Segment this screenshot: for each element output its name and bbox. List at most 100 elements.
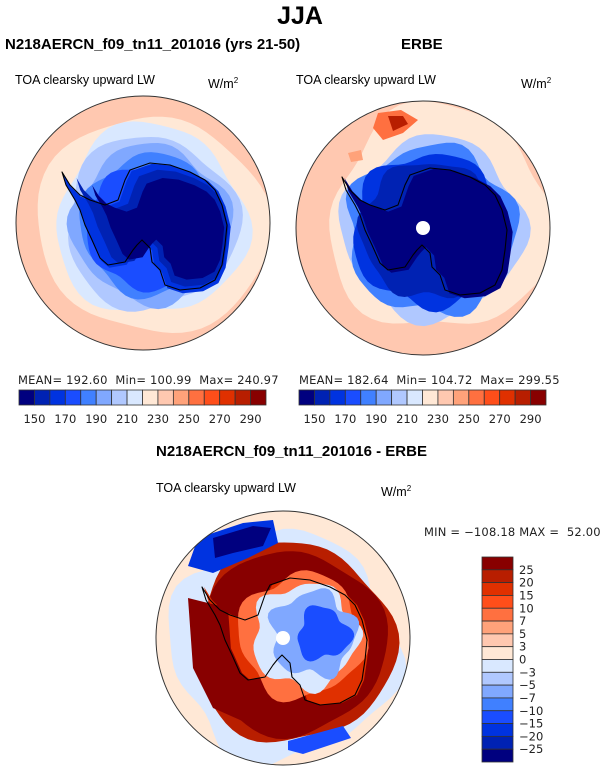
panel-1-stats: MEAN= 192.60 Min= 100.99 Max= 240.97 — [18, 373, 279, 387]
colorbar-tick-label: 15 — [519, 588, 534, 602]
colorbar-tick-label: −25 — [519, 742, 543, 756]
colorbar-box — [481, 582, 514, 596]
colorbar-box — [437, 389, 454, 406]
colorbar-tick-label: 270 — [489, 412, 511, 426]
map-boundary — [155, 510, 411, 766]
contour-field — [16, 96, 270, 350]
min-label: MIN = — [424, 525, 461, 539]
map-boundary — [295, 100, 551, 356]
colorbar-tick-label: 170 — [54, 412, 76, 426]
colorbar-panel-2: 150 170 190 210 230 250 270 290 — [298, 389, 547, 426]
negative-band — [288, 726, 351, 754]
colorbar-tick-label: 7 — [519, 614, 526, 628]
mean-label: MEAN= — [299, 373, 344, 387]
units-text: W/m — [381, 485, 407, 500]
colorbar-box — [514, 389, 531, 406]
contour-field — [156, 511, 410, 765]
colorbar-box — [111, 389, 128, 406]
min-value: 100.99 — [150, 373, 192, 387]
colorbar-box — [329, 389, 346, 406]
colorbar-box — [481, 748, 514, 763]
colorbar-box — [481, 646, 514, 660]
colorbar-box — [468, 389, 485, 406]
colorbar-box — [298, 389, 315, 406]
panel-1-units: W/m2 — [208, 76, 238, 91]
map-panel-2 — [295, 100, 551, 356]
colorbar-tick-label: −10 — [519, 704, 543, 718]
units-superscript: 2 — [233, 76, 239, 85]
colorbar-tick-label: 20 — [519, 576, 534, 590]
panel-1-title: N218AERCN_f09_tn11_201016 (yrs 21-50) — [5, 36, 301, 53]
antarctica-coastline — [201, 577, 368, 706]
negative-band-core — [213, 526, 271, 558]
colorbar-box — [481, 569, 514, 584]
units-text: W/m — [208, 77, 234, 92]
colorbar-box — [80, 389, 97, 406]
colorbar-tick-label: 290 — [520, 412, 542, 426]
colorbar-box — [481, 735, 514, 750]
colorbar-box — [481, 620, 514, 635]
colorbar-tick-label: 250 — [178, 412, 200, 426]
colorbar-box — [360, 389, 377, 406]
colorbar-box — [481, 659, 514, 673]
colorbar-box — [481, 595, 514, 609]
min-label: Min= — [396, 373, 428, 387]
mean-label: MEAN= — [18, 373, 63, 387]
warm-patch-core — [388, 116, 408, 131]
panel-3-stats: MIN = −108.18 MAX = 52.00 — [424, 525, 600, 539]
contour-level — [92, 178, 225, 280]
panel-3-variable-label: TOA clearsky upward LW — [156, 481, 296, 495]
colorbar-box — [219, 389, 236, 406]
colorbar-box — [483, 389, 501, 406]
colorbar-tick-label: −7 — [519, 691, 536, 705]
contour-level — [344, 168, 513, 299]
colorbar-box — [481, 556, 514, 571]
colorbar-tick-label: 230 — [147, 412, 169, 426]
colorbar-tick-label: −15 — [519, 717, 543, 731]
colorbar-box — [481, 697, 514, 712]
colorbar-box — [188, 389, 205, 406]
colorbar-tick-label: −3 — [519, 665, 536, 679]
colorbar-tick-label: 230 — [427, 412, 449, 426]
colorbar-tick-label: 10 — [519, 601, 534, 615]
colorbar-tick-label: 250 — [458, 412, 480, 426]
colorbar-box — [172, 389, 190, 406]
units-superscript: 2 — [406, 484, 412, 493]
colorbar-tick-label: 170 — [334, 412, 356, 426]
colorbar-box — [142, 389, 159, 406]
map-panel-3 — [155, 510, 411, 766]
colorbar-box — [344, 389, 362, 406]
colorbar-tick-label: 190 — [365, 412, 387, 426]
units-text: W/m — [521, 77, 547, 92]
colorbar-box — [422, 389, 439, 406]
colorbar-box — [452, 389, 470, 406]
colorbar-tick-label: 210 — [116, 412, 138, 426]
units-superscript: 2 — [546, 76, 552, 85]
min-label: Min= — [115, 373, 147, 387]
min-value: 104.72 — [431, 373, 473, 387]
colorbar-tick-label: 210 — [396, 412, 418, 426]
panel-3-title: N218AERCN_f09_tn11_201016 - ERBE — [156, 443, 427, 460]
colorbar-box — [126, 389, 143, 406]
map-panel-1 — [15, 95, 271, 351]
positive-region — [188, 598, 258, 728]
colorbar-tick-label: 0 — [519, 653, 526, 667]
colorbar-tick-label: −5 — [519, 678, 536, 692]
colorbar-box — [481, 710, 514, 724]
max-label: Max= — [199, 373, 234, 387]
min-value: −108.18 — [464, 525, 516, 539]
contour-field — [296, 101, 550, 355]
warm-patch — [348, 150, 363, 162]
max-value: 52.00 — [566, 525, 600, 539]
missing-data-pole — [276, 631, 290, 645]
colorbar-tick-label: 190 — [85, 412, 107, 426]
colorbar-tick-label: 270 — [209, 412, 231, 426]
colorbar-box — [34, 389, 51, 406]
colorbar-box — [481, 684, 514, 699]
colorbar-tick-label: 150 — [23, 412, 45, 426]
colorbar-box — [234, 389, 251, 406]
max-value: 299.55 — [518, 373, 560, 387]
colorbar-box — [95, 389, 113, 406]
colorbar-box — [481, 671, 514, 686]
colorbar-box — [406, 389, 423, 406]
